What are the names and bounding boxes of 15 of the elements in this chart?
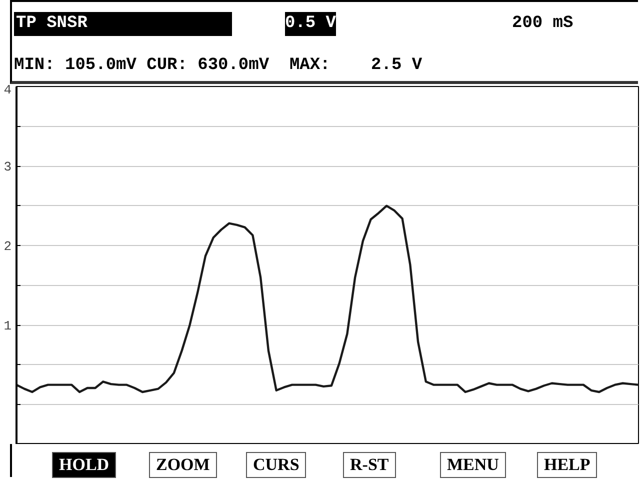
y-tick-label: 2 <box>4 239 12 254</box>
chart-subtitle: MIN: 105.0mV CUR: 630.0mV MAX: 2.5 V <box>10 44 638 84</box>
y-tick-label: 4 <box>4 82 12 98</box>
y-tick-label: 3 <box>4 160 12 175</box>
chart-title: TP SNSR <box>14 12 232 36</box>
text: CURS <box>246 452 306 478</box>
text: 0.5 V <box>285 12 336 36</box>
text: 200 mS <box>512 13 574 35</box>
line-series <box>16 204 638 394</box>
text: R-ST <box>343 452 396 478</box>
text: HOLD <box>52 452 116 478</box>
text: ZOOM <box>149 452 217 478</box>
text: HELP <box>537 452 598 478</box>
y-tick-label: 1 <box>4 318 12 334</box>
text: MENU <box>440 452 506 478</box>
